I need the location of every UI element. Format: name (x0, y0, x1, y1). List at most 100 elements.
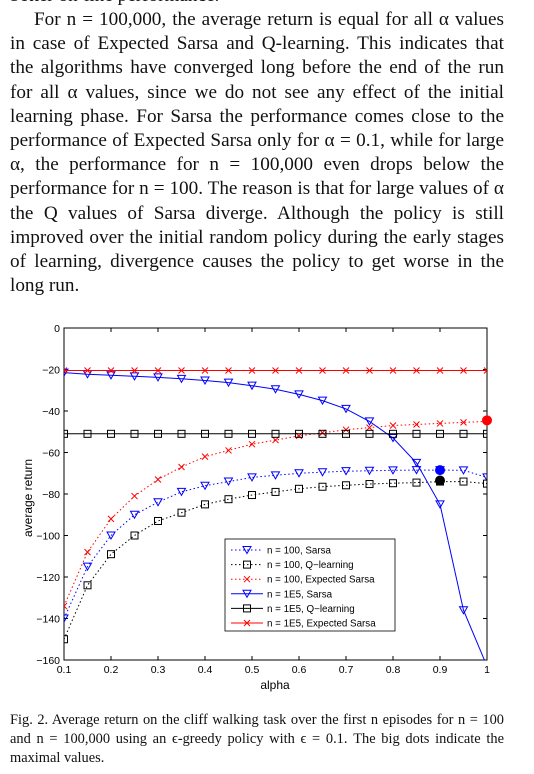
data-point (131, 492, 138, 500)
data-point (153, 498, 163, 507)
data-point (153, 373, 163, 382)
legend-label: n = 100, Sarsa (267, 546, 332, 557)
figure-caption: Fig. 2. Average return on the cliff walk… (10, 712, 504, 766)
y-tick-label: −140 (36, 614, 60, 626)
series-line (64, 481, 487, 640)
average-return-chart: 0.1 0.2 0.3 0.4 0.5 0.6 0.7 0.8 0.9 1 0 −20 −40 −60 −8… (21, 323, 492, 692)
data-point (154, 476, 162, 483)
data-point (366, 424, 373, 431)
data-point (223, 378, 234, 388)
legend-marker (242, 589, 252, 599)
data-point (317, 468, 328, 477)
data-point (247, 381, 257, 391)
data-point (483, 367, 487, 374)
data-point (388, 466, 398, 475)
data-point (411, 458, 422, 468)
data-point (341, 404, 351, 414)
data-point (389, 367, 397, 374)
legend-marker (243, 619, 251, 627)
data-point (342, 481, 350, 490)
x-tick-label: 0.6 (292, 664, 307, 676)
data-point (224, 429, 233, 438)
y-tick-label: −160 (36, 655, 60, 667)
data-point (130, 429, 139, 438)
data-point (129, 510, 140, 520)
data-point (106, 531, 116, 541)
data-point (64, 635, 68, 644)
y-tick-label: −120 (36, 572, 60, 584)
legend-label: n = 100, Q−learning (267, 560, 354, 571)
y-axis-label: average return (21, 459, 35, 537)
data-point (483, 479, 487, 488)
data-point (412, 429, 421, 438)
y-tick-label: −100 (36, 531, 60, 543)
data-point (84, 548, 91, 556)
figure-chart: 0.1 0.2 0.3 0.4 0.5 0.6 0.7 0.8 0.9 1 0 −20 −40 −60 −8… (0, 318, 534, 698)
max-value-dot (435, 475, 445, 486)
data-point (248, 429, 256, 438)
data-point (365, 480, 374, 489)
legend-marker (243, 575, 251, 583)
data-point (83, 429, 92, 438)
y-tick-label: −60 (42, 448, 60, 460)
data-point (295, 429, 303, 438)
data-point (364, 417, 375, 426)
data-point (458, 466, 469, 475)
legend: n = 100, Sarsa n = 100, Q−learning n = 100… (224, 538, 396, 632)
data-point (458, 606, 469, 615)
data-point (318, 429, 327, 438)
data-point (342, 367, 350, 374)
series-4 (64, 368, 485, 660)
legend-label: n = 100, Expected Sarsa (267, 575, 375, 586)
data-point (272, 436, 279, 444)
x-axis-label: alpha (260, 678, 290, 692)
data-point (459, 477, 468, 486)
data-point (84, 367, 91, 374)
data-point (107, 367, 115, 374)
data-point (270, 471, 281, 480)
data-point (223, 477, 234, 487)
y-tick-label: −80 (42, 489, 60, 501)
data-point (107, 515, 115, 523)
max-value-dot (435, 465, 445, 476)
data-point (201, 429, 209, 438)
data-point (294, 390, 304, 399)
legend-marker (243, 604, 251, 613)
max-value-dot (482, 415, 492, 426)
series-5 (64, 429, 487, 438)
data-point (129, 372, 140, 381)
data-point (342, 426, 350, 434)
legend-label: n = 1E5, Sarsa (267, 589, 333, 600)
x-tick-label: 0.2 (104, 664, 119, 676)
x-tick-label: 0.5 (245, 664, 260, 676)
data-point (178, 367, 185, 374)
data-point (319, 367, 326, 374)
legend-label: n = 1E5, Q−learning (267, 604, 355, 615)
data-point (64, 367, 68, 374)
data-point (248, 367, 256, 374)
y-tick-label: −40 (42, 406, 60, 418)
data-point (64, 602, 68, 610)
data-point (200, 376, 210, 386)
legend-box (224, 538, 396, 632)
max-dots (435, 415, 492, 486)
legend-marker (243, 560, 251, 569)
data-point (177, 429, 186, 438)
data-point (178, 463, 185, 471)
previous-paragraph-tail: better on-line performance. (10, 0, 504, 8)
data-point (341, 467, 351, 476)
data-point (154, 429, 162, 438)
data-point (176, 374, 187, 384)
data-point (389, 479, 397, 488)
data-point (436, 429, 444, 438)
data-point (131, 367, 138, 374)
x-tick-label: 0.8 (386, 664, 401, 676)
y-tick-label: 0 (54, 323, 60, 335)
data-point (271, 429, 280, 438)
data-point (413, 367, 420, 374)
data-point (247, 473, 257, 482)
data-point (460, 367, 467, 374)
data-point (272, 367, 279, 374)
data-point (294, 469, 304, 478)
data-point (107, 429, 115, 438)
